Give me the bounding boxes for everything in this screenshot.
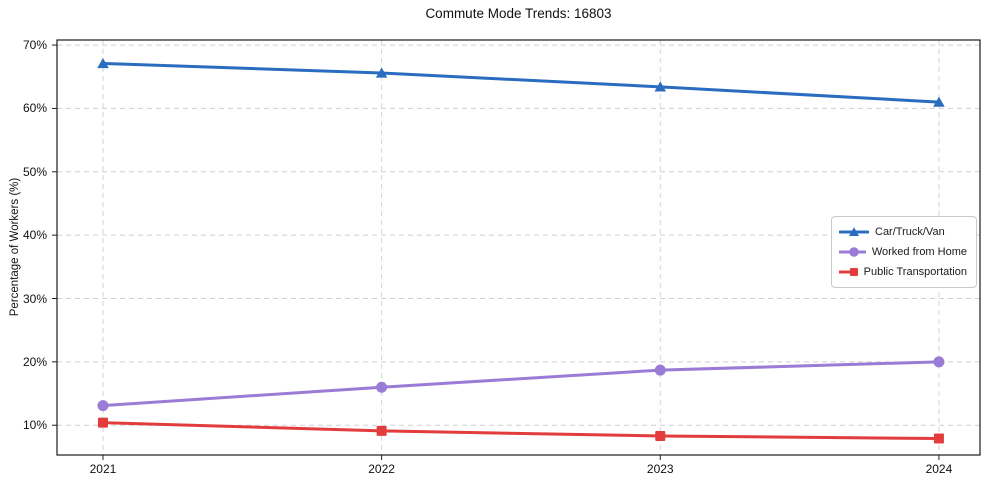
chart-legend: Car/Truck/Van Worked from Home Public Tr… xyxy=(831,216,977,288)
line-triangle-marker-icon xyxy=(839,227,869,236)
y-tick-label: 50% xyxy=(22,164,47,179)
legend-item-worked-from-home: Worked from Home xyxy=(839,244,967,260)
series-line xyxy=(101,360,941,408)
legend-label: Public Transportation xyxy=(863,266,967,278)
line-circle-marker-icon xyxy=(839,247,866,257)
x-tick-label: 2023 xyxy=(646,462,674,476)
y-tick-label: 40% xyxy=(22,228,47,243)
x-tick-label: 2024 xyxy=(925,462,953,476)
series-triangle-marker xyxy=(654,81,667,92)
legend-sample-shape xyxy=(850,268,858,276)
y-axis-label: Percentage of Workers (%) xyxy=(9,177,21,317)
legend-sample-shape xyxy=(849,227,859,236)
series-square-marker xyxy=(376,425,387,436)
series-triangle-marker xyxy=(97,57,109,69)
series-circle-marker xyxy=(933,356,945,368)
y-tick-label: 70% xyxy=(22,38,47,53)
y-tick-label: 30% xyxy=(22,291,47,306)
series-line xyxy=(101,61,941,104)
series-circle-marker xyxy=(97,400,109,412)
x-tick-label: 2022 xyxy=(368,462,395,476)
x-tick-label: 2021 xyxy=(89,462,117,476)
series-line xyxy=(101,421,941,441)
series-circle-marker xyxy=(376,381,388,393)
legend-item-public-transportation: Public Transportation xyxy=(839,264,967,280)
legend-label: Car/Truck/Van xyxy=(875,226,945,238)
series-triangle-marker xyxy=(375,67,388,78)
legend-sample-shape xyxy=(849,247,859,257)
plot-border xyxy=(56,39,981,456)
line-square-marker-icon xyxy=(839,268,858,276)
y-tick-label: 10% xyxy=(22,418,47,433)
y-tick-label: 60% xyxy=(22,101,47,116)
series-square-marker xyxy=(97,417,108,428)
series-square-marker xyxy=(933,433,944,444)
legend-label: Worked from Home xyxy=(871,246,967,258)
chart-title: Commute Mode Trends: 16803 xyxy=(425,6,612,21)
series-square-marker xyxy=(655,430,666,441)
y-tick-label: 20% xyxy=(22,354,47,369)
series-triangle-marker xyxy=(933,96,945,107)
series-circle-marker xyxy=(654,364,666,376)
legend-item-car-truck-van: Car/Truck/Van xyxy=(839,224,967,240)
